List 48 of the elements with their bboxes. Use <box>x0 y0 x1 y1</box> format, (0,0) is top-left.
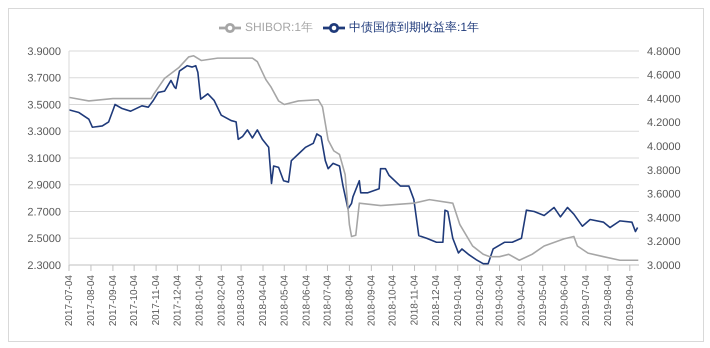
y-tick-label: 3.5000 <box>27 99 61 112</box>
y-tick-label: 2.7000 <box>27 206 61 218</box>
x-tick-label: 2019-09-04 <box>624 274 636 326</box>
x-tick-label: 2018-09-04 <box>366 274 378 326</box>
y-tick-label: 2.5000 <box>27 233 61 246</box>
y-tick-label: 2.9000 <box>27 180 61 192</box>
y2-tick-label: 3.8000 <box>647 164 681 177</box>
y2-tick-label: 4.8000 <box>647 46 681 58</box>
x-tick-label: 2019-02-04 <box>474 274 486 326</box>
x-tick-label: 2019-07-04 <box>580 274 592 326</box>
y2-tick-label: 3.2000 <box>647 236 681 248</box>
y-tick-label: 3.1000 <box>27 152 61 165</box>
x-tick-label: 2018-03-04 <box>236 274 248 326</box>
x-tick-label: 2018-05-04 <box>279 274 290 326</box>
x-tick-label: 2019-04-04 <box>516 274 528 326</box>
x-tick-label: 2018-04-04 <box>258 274 270 326</box>
y2-tick-label: 4.2000 <box>647 117 681 130</box>
x-tick-label: 2019-05-04 <box>538 274 549 326</box>
y2-tick-label: 4.6000 <box>647 70 681 82</box>
y2-tick-label: 3.0000 <box>647 260 681 272</box>
x-tick-label: 2017-10-04 <box>129 274 140 326</box>
x-tick-label: 2018-02-04 <box>216 274 228 326</box>
x-tick-label: 2017-09-04 <box>108 274 119 326</box>
x-tick-label: 2019-08-04 <box>602 274 614 326</box>
y-tick-label: 3.3000 <box>27 126 61 138</box>
x-tick-label: 2017-07-04 <box>64 274 76 326</box>
x-tick-label: 2018-01-04 <box>194 274 206 326</box>
y-tick-label: 2.3000 <box>27 260 61 272</box>
y-tick-label: 3.9000 <box>27 46 61 58</box>
x-tick-label: 2018-11-04 <box>410 274 421 326</box>
y2-tick-label: 3.4000 <box>647 212 681 224</box>
x-tick-label: 2018-08-04 <box>344 274 356 326</box>
x-tick-label: 2018-07-04 <box>322 274 334 326</box>
legend-label: SHIBOR:1年 <box>244 20 313 34</box>
y2-tick-label: 4.4000 <box>647 93 681 106</box>
x-tick-label: 2019-06-04 <box>560 274 571 326</box>
y-tick-label: 3.7000 <box>27 72 61 85</box>
x-tick-label: 2018-12-04 <box>430 274 442 326</box>
x-tick-label: 2017-08-04 <box>86 274 98 326</box>
x-tick-label: 2018-06-04 <box>301 274 312 326</box>
x-tick-label: 2019-03-04 <box>494 274 506 326</box>
x-tick-label: 2018-10-04 <box>388 274 399 326</box>
x-tick-label: 2017-12-04 <box>172 274 184 326</box>
y2-tick-label: 3.6000 <box>647 188 681 201</box>
y2-tick-label: 4.0000 <box>647 141 681 154</box>
legend-label: 中债国债到期收益率:1年 <box>349 20 480 34</box>
x-tick-label: 2019-01-04 <box>452 274 464 326</box>
x-tick-label: 2017-11-04 <box>151 274 162 326</box>
